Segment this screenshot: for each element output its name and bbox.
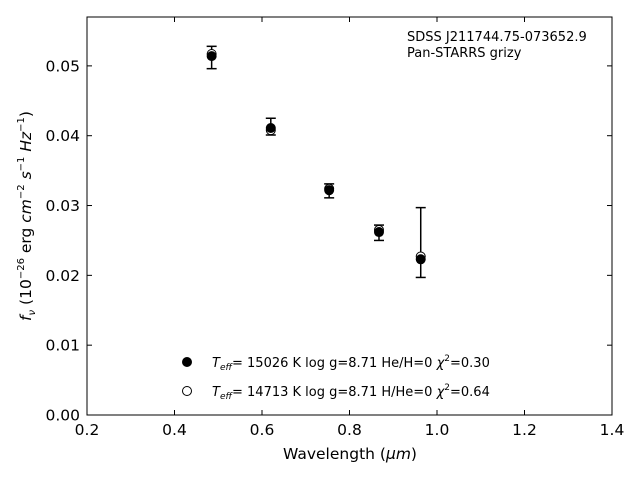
legend-marker-filled: [182, 357, 192, 367]
x-tick-label: 1.0: [425, 421, 450, 439]
legend: Teff= 15026 K log g=8.71 He/H=0 χ2=0.30 …: [182, 354, 490, 402]
y-tick-label: 0.04: [45, 127, 80, 145]
y-tick-label: 0.00: [45, 407, 80, 425]
x-tick-label: 1.4: [600, 421, 625, 439]
x-tick-label: 0.8: [337, 421, 362, 439]
x-axis-ticks: 0.2 0.4 0.6 0.8 1.0 1.2 1.4: [75, 17, 625, 439]
error-bars: [206, 45, 426, 279]
data-point-filled: [415, 254, 426, 265]
x-tick-label: 1.2: [512, 421, 537, 439]
y-axis-ticks: 0.00 0.01 0.02 0.03 0.04 0.05: [45, 57, 612, 425]
x-axis-label: Wavelength (μm): [283, 445, 417, 463]
y-tick-label: 0.01: [45, 337, 80, 355]
data-point-filled: [373, 227, 384, 238]
data-point-filled: [324, 185, 335, 196]
legend-entry-1: Teff= 15026 K log g=8.71 He/H=0 χ2=0.30: [212, 354, 490, 373]
y-tick-label: 0.03: [45, 197, 80, 215]
object-name-label: SDSS J211744.75-073652.9: [407, 30, 587, 45]
survey-label: Pan-STARRS grizy: [407, 46, 522, 61]
data-point-filled: [265, 123, 276, 134]
y-tick-label: 0.05: [45, 57, 80, 75]
data-point-filled: [206, 51, 217, 62]
legend-entry-2: Teff= 14713 K log g=8.71 H/He=0 χ2=0.64: [212, 383, 490, 402]
x-tick-label: 0.4: [162, 421, 187, 439]
x-tick-label: 0.6: [250, 421, 275, 439]
y-axis-label: fν (10−26 erg cm−2 s−1 Hz−1): [16, 111, 38, 321]
legend-marker-open: [182, 386, 192, 396]
x-tick-label: 0.2: [75, 421, 100, 439]
y-tick-label: 0.02: [45, 267, 80, 285]
data-markers: [206, 49, 426, 265]
